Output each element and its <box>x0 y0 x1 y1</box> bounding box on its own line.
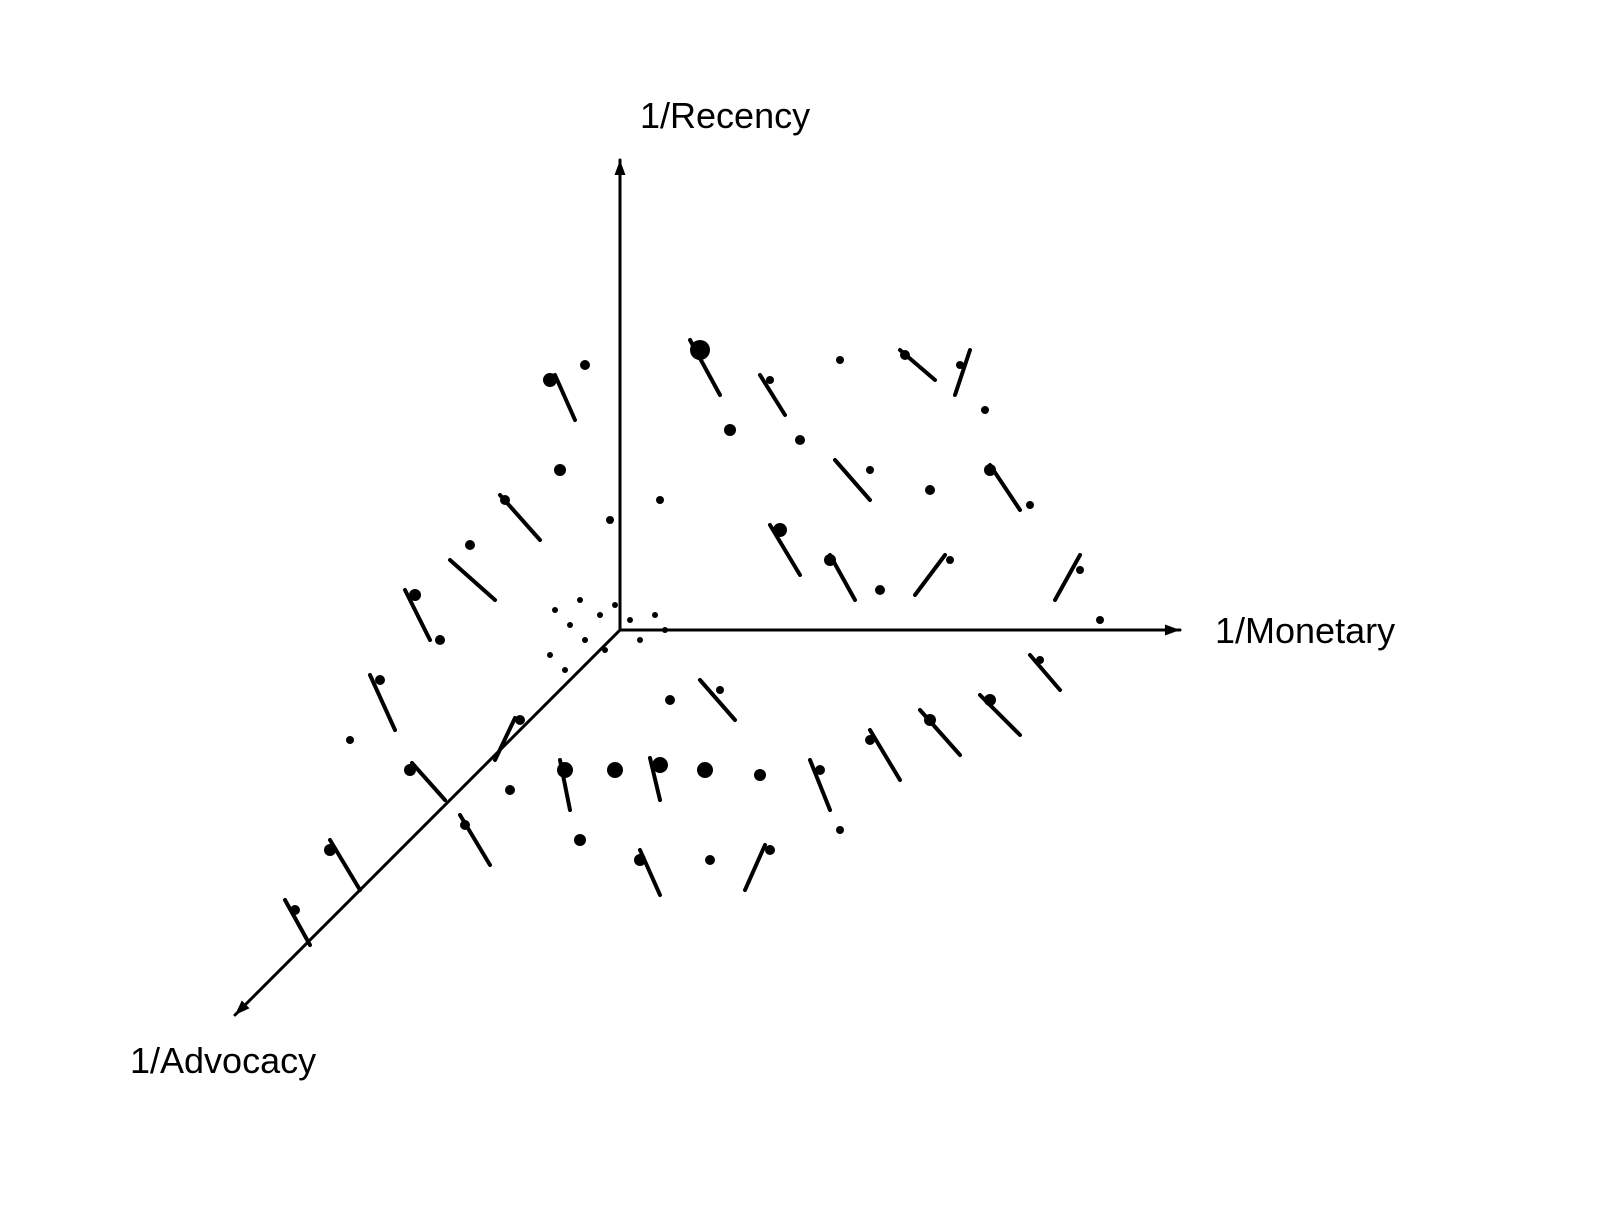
scatter-3d-diagram: 1/Recency 1/Monetary 1/Advocacy <box>0 0 1609 1226</box>
axis-label-monetary: 1/Monetary <box>1215 610 1395 652</box>
axis-label-advocacy: 1/Advocacy <box>130 1040 316 1082</box>
axis-label-recency: 1/Recency <box>640 95 810 137</box>
